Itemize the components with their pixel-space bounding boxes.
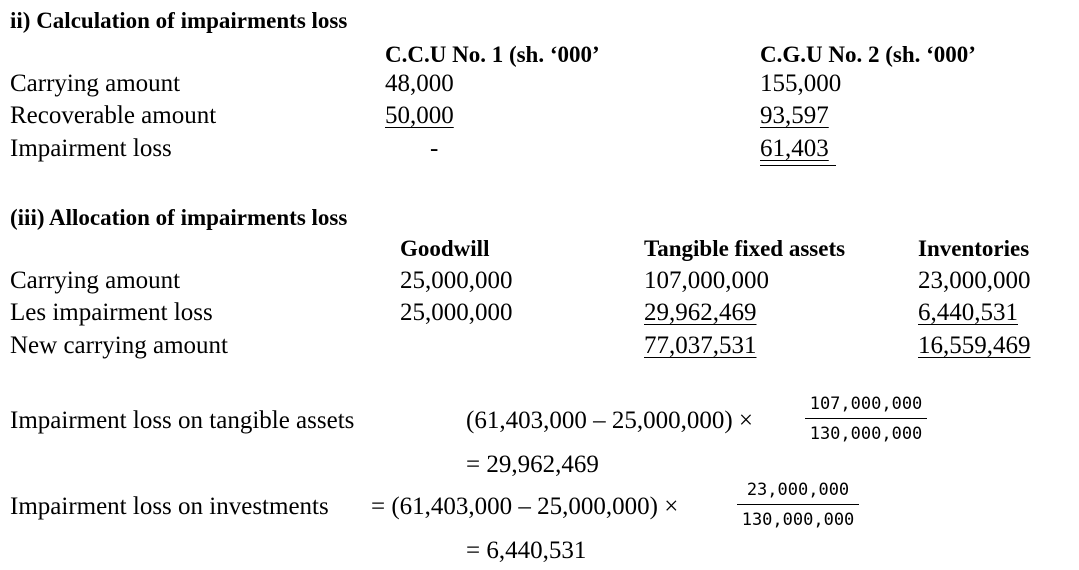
inventories-header: Inventories [918,236,1030,261]
calc-tangible-denominator: 130,000,000 [809,424,923,444]
section-2-heading: ii) Calculation of impairments loss [10,8,348,33]
tangible-new-carrying: 77,037,531 [644,332,757,359]
cgu1-header: C.C.U No. 1 (sh. ‘000’ [385,42,600,67]
calc-investments-label: Impairment loss on investments [10,493,329,520]
cgu2-impairment: 61,403 [760,135,829,162]
row-label-recoverable: Recoverable amount [10,102,217,129]
goodwill-carrying: 25,000,000 [400,267,513,294]
cgu1-impairment: - [430,135,439,162]
calc-investments-fraction: 23,000,000 130,000,000 [737,482,859,529]
goodwill-impairment: 25,000,000 [400,299,513,326]
cgu1-carrying: 48,000 [385,70,454,97]
calc-investments-denominator: 130,000,000 [741,510,855,530]
inventories-carrying: 23,000,000 [918,267,1031,294]
fraction-bar [805,418,927,419]
alloc-label-carrying: Carrying amount [10,267,181,294]
calc-investments-result: = 6,440,531 [466,537,587,564]
tangible-carrying: 107,000,000 [644,267,769,294]
fraction-bar [737,504,859,505]
cgu2-header: C.G.U No. 2 (sh. ‘000’ [760,42,976,67]
calc-tangible-expression: (61,403,000 – 25,000,000) × [466,407,753,434]
alloc-label-less-impairment: Les impairment loss [10,299,213,326]
cgu2-recoverable: 93,597 [760,102,829,129]
calc-tangible-fraction: 107,000,000 130,000,000 [805,396,927,443]
calc-investments-expression: = (61,403,000 – 25,000,000) × [371,493,679,520]
section-3-heading: (iii) Allocation of impairments loss [10,205,348,230]
calc-tangible-numerator: 107,000,000 [809,394,923,414]
double-underline [760,165,836,166]
cgu1-recoverable: 50,000 [385,102,454,129]
calc-tangible-result: = 29,962,469 [466,451,599,478]
inventories-impairment: 6,440,531 [918,299,1018,326]
alloc-label-new-carrying: New carrying amount [10,332,228,359]
calc-investments-numerator: 23,000,000 [746,480,850,500]
tangible-impairment: 29,962,469 [644,299,757,326]
tangible-header: Tangible fixed assets [644,236,846,261]
goodwill-header: Goodwill [400,236,490,261]
inventories-new-carrying: 16,559,469 [918,332,1031,359]
row-label-carrying: Carrying amount [10,70,181,97]
cgu2-carrying: 155,000 [760,70,842,97]
row-label-impairment: Impairment loss [10,135,172,162]
calc-tangible-label: Impairment loss on tangible assets [10,407,355,434]
